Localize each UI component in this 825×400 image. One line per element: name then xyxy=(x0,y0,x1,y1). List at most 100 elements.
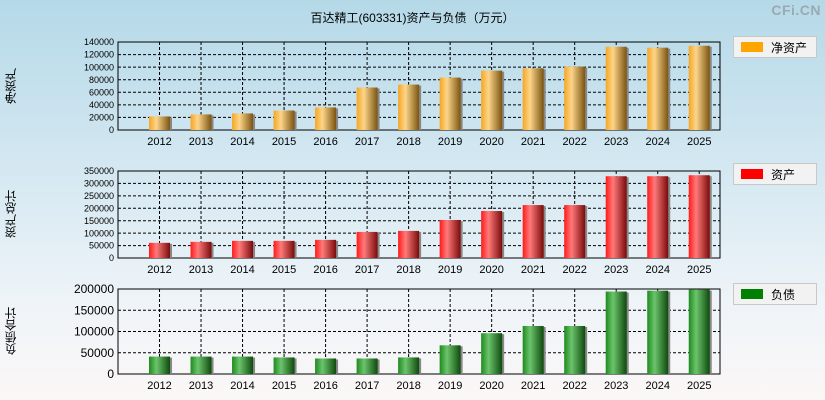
y-tick-label: 0 xyxy=(109,253,114,263)
bar-2021 xyxy=(522,205,544,258)
legend-label: 负债 xyxy=(771,287,796,302)
x-tick-label: 2025 xyxy=(687,264,711,276)
y-tick-label: 150000 xyxy=(74,303,114,317)
y-tick-label: 300000 xyxy=(84,179,114,189)
bar-2019 xyxy=(439,219,461,258)
bar-2012 xyxy=(149,116,171,130)
bar-2015 xyxy=(273,357,295,374)
x-tick-label: 2023 xyxy=(604,264,628,276)
bar-2020 xyxy=(481,70,503,130)
y-tick-label: 150000 xyxy=(84,216,114,226)
ylabel-net-assets: 净资产 xyxy=(4,68,18,104)
x-tick-label: 2023 xyxy=(604,136,628,148)
bar-2024 xyxy=(647,176,669,258)
ylabel-total-assets: 资产总计 xyxy=(4,190,18,239)
bar-2018 xyxy=(398,230,420,258)
bar-2019 xyxy=(439,345,461,374)
chart-title: 百达精工(603331)资产与负债（万元） xyxy=(310,11,515,25)
bar-2014 xyxy=(232,240,254,258)
x-tick-label: 2025 xyxy=(687,380,711,392)
x-tick-label: 2025 xyxy=(687,136,711,148)
y-tick-label: 120000 xyxy=(84,50,114,60)
bar-2024 xyxy=(647,47,669,130)
x-tick-label: 2018 xyxy=(396,380,420,392)
bar-2013 xyxy=(190,356,212,374)
bar-2022 xyxy=(564,325,586,374)
x-tick-label: 2012 xyxy=(147,264,171,276)
bar-2025 xyxy=(688,289,710,374)
bar-2024 xyxy=(647,290,669,374)
x-tick-label: 2019 xyxy=(438,136,462,148)
x-tick-label: 2024 xyxy=(645,264,669,276)
bar-2013 xyxy=(190,114,212,130)
bar-2016 xyxy=(315,107,337,130)
x-tick-label: 2020 xyxy=(479,264,503,276)
y-tick-label: 200000 xyxy=(74,282,114,296)
x-tick-label: 2021 xyxy=(521,380,545,392)
x-tick-label: 2019 xyxy=(438,264,462,276)
y-tick-label: 100000 xyxy=(84,62,114,72)
bar-2017 xyxy=(356,231,378,258)
bar-2020 xyxy=(481,211,503,258)
legend-net-assets: 净资产 xyxy=(733,36,817,58)
y-tick-label: 350000 xyxy=(84,166,114,176)
bar-2018 xyxy=(398,84,420,130)
bar-2021 xyxy=(522,325,544,374)
ylabel-total-liabilities: 负债合计 xyxy=(4,307,18,356)
legend-label: 资产 xyxy=(771,167,796,182)
x-tick-label: 2017 xyxy=(355,136,379,148)
bar-2021 xyxy=(522,68,544,130)
y-tick-label: 0 xyxy=(109,125,114,135)
x-tick-label: 2012 xyxy=(147,136,171,148)
bar-2020 xyxy=(481,333,503,374)
y-tick-label: 80000 xyxy=(89,75,114,85)
x-tick-label: 2016 xyxy=(313,380,337,392)
bar-2022 xyxy=(564,205,586,258)
x-tick-label: 2015 xyxy=(272,380,296,392)
y-tick-label: 60000 xyxy=(89,87,114,97)
bar-2014 xyxy=(232,356,254,374)
y-tick-label: 40000 xyxy=(89,100,114,110)
x-tick-label: 2018 xyxy=(396,136,420,148)
legend-swatch xyxy=(741,42,763,52)
x-tick-label: 2024 xyxy=(645,136,669,148)
bar-2016 xyxy=(315,358,337,374)
bar-2018 xyxy=(398,357,420,374)
x-tick-label: 2017 xyxy=(355,380,379,392)
x-tick-label: 2015 xyxy=(272,264,296,276)
bar-2025 xyxy=(688,175,710,258)
y-tick-label: 50000 xyxy=(89,241,114,251)
bar-2015 xyxy=(273,110,295,130)
bar-2023 xyxy=(605,176,627,258)
x-tick-label: 2021 xyxy=(521,136,545,148)
y-tick-label: 140000 xyxy=(84,37,114,47)
x-tick-label: 2024 xyxy=(645,380,669,392)
bar-2015 xyxy=(273,240,295,258)
bar-2017 xyxy=(356,358,378,374)
x-tick-label: 2013 xyxy=(189,380,213,392)
bar-2019 xyxy=(439,77,461,130)
x-tick-label: 2016 xyxy=(313,136,337,148)
x-tick-label: 2018 xyxy=(396,264,420,276)
x-tick-label: 2012 xyxy=(147,380,171,392)
y-tick-label: 200000 xyxy=(84,203,114,213)
y-tick-label: 100000 xyxy=(74,325,114,339)
y-tick-label: 250000 xyxy=(84,191,114,201)
legend-liabilities: 负债 xyxy=(733,283,817,305)
x-tick-label: 2020 xyxy=(479,136,503,148)
legend-swatch xyxy=(741,289,763,299)
y-tick-label: 0 xyxy=(107,367,114,381)
bar-2016 xyxy=(315,239,337,258)
bar-2023 xyxy=(605,46,627,130)
x-tick-label: 2017 xyxy=(355,264,379,276)
bar-2012 xyxy=(149,242,171,258)
legend-assets: 资产 xyxy=(733,163,817,185)
x-tick-label: 2014 xyxy=(230,136,254,148)
x-tick-label: 2013 xyxy=(189,264,213,276)
x-tick-label: 2019 xyxy=(438,380,462,392)
bar-2013 xyxy=(190,241,212,258)
x-tick-label: 2022 xyxy=(562,380,586,392)
bar-2017 xyxy=(356,87,378,130)
x-tick-label: 2023 xyxy=(604,380,628,392)
